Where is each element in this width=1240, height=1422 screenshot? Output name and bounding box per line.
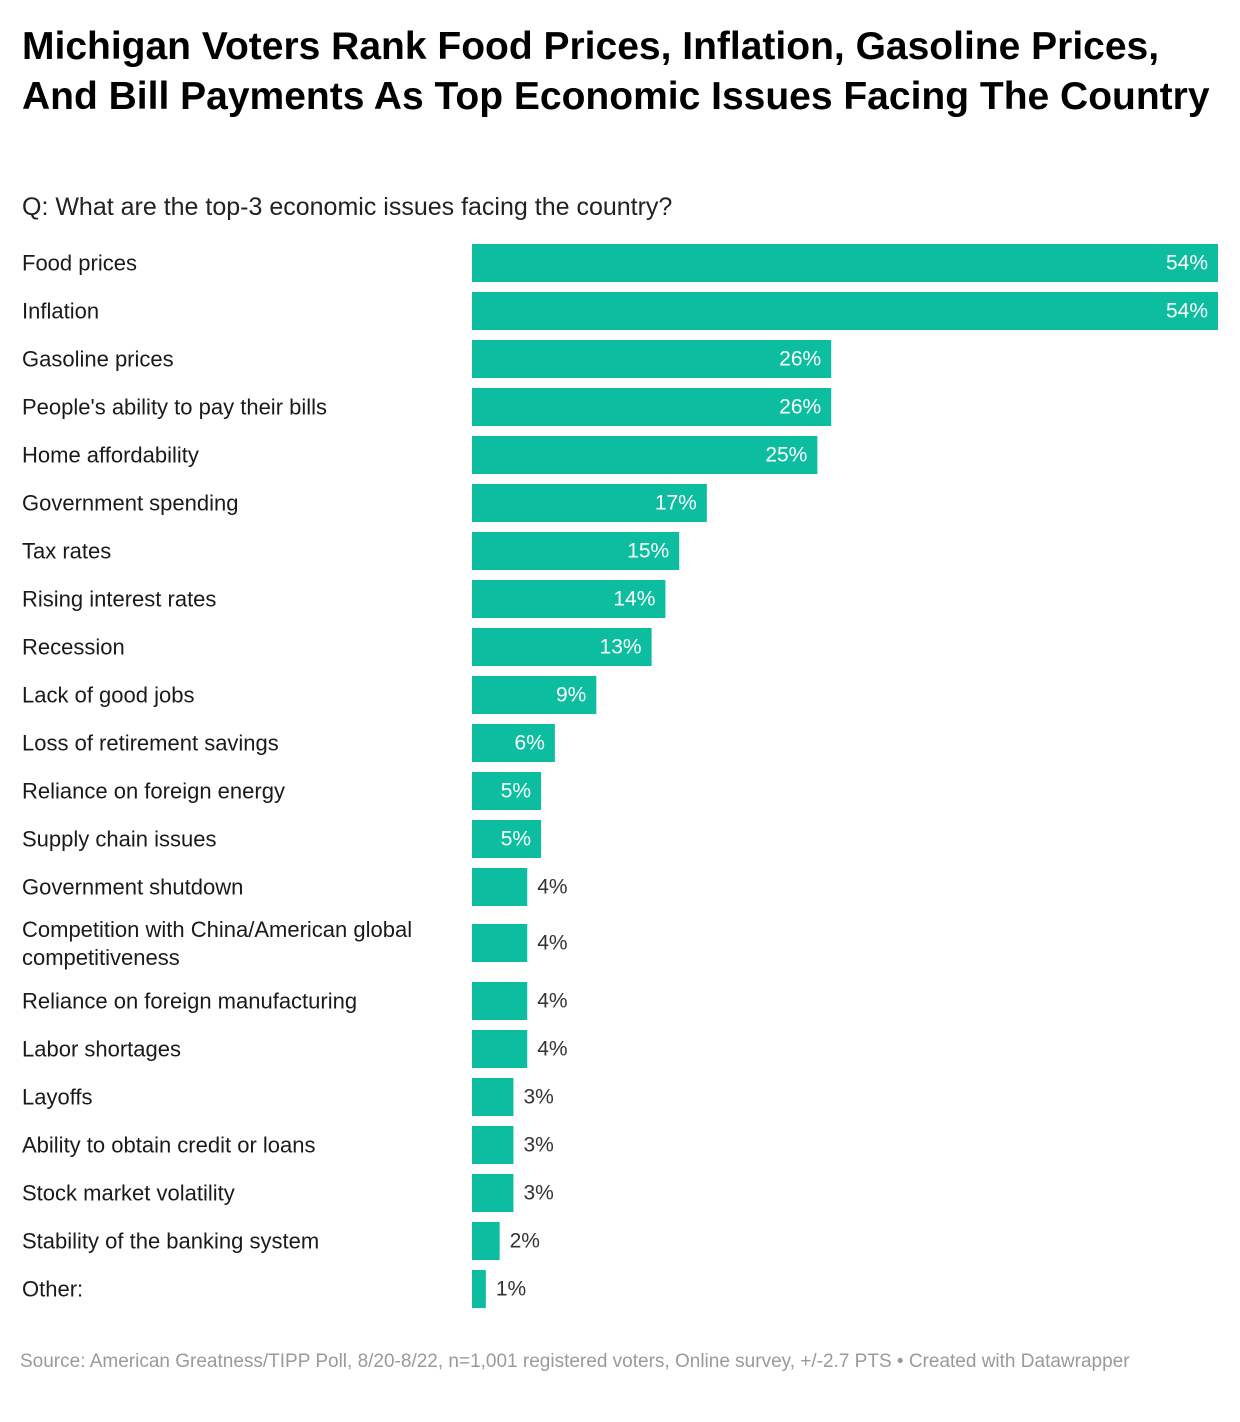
bar-row: Rising interest rates 14% bbox=[22, 580, 666, 618]
bar bbox=[472, 436, 818, 474]
value-label: 15% bbox=[627, 540, 669, 563]
bar-row: Layoffs 3% bbox=[22, 1078, 554, 1116]
bar bbox=[472, 1078, 514, 1116]
bar-row: Ability to obtain credit or loans 3% bbox=[22, 1126, 554, 1164]
bar bbox=[472, 292, 1218, 330]
bar bbox=[472, 532, 680, 570]
chart-title: Michigan Voters Rank Food Prices, Inflat… bbox=[22, 25, 1210, 118]
value-label: 5% bbox=[501, 828, 531, 851]
bar bbox=[472, 1174, 514, 1212]
bar bbox=[472, 1270, 486, 1308]
value-label: 26% bbox=[779, 348, 821, 371]
bar bbox=[472, 820, 542, 858]
bar bbox=[472, 484, 707, 522]
value-label: 5% bbox=[501, 780, 531, 803]
bar bbox=[472, 924, 528, 962]
bar-row: Food prices 54% bbox=[22, 244, 1218, 282]
bar-row: Government shutdown 4% bbox=[22, 868, 568, 906]
bar bbox=[472, 676, 597, 714]
value-label: 3% bbox=[523, 1182, 553, 1205]
category-label: Home affordability bbox=[22, 443, 199, 468]
value-label: 2% bbox=[510, 1230, 540, 1253]
bar-row: Gasoline prices 26% bbox=[22, 340, 832, 378]
bar-row: Stability of the banking system 2% bbox=[22, 1222, 540, 1260]
category-label: Gasoline prices bbox=[22, 347, 174, 372]
value-label: 25% bbox=[765, 444, 807, 467]
bar-row: Reliance on foreign energy 5% bbox=[22, 772, 542, 810]
category-label: Tax rates bbox=[22, 539, 111, 564]
bar-row: Labor shortages 4% bbox=[22, 1030, 568, 1068]
bar bbox=[472, 868, 528, 906]
value-label: 9% bbox=[556, 684, 586, 707]
value-label: 6% bbox=[515, 732, 545, 755]
value-label: 4% bbox=[537, 876, 567, 899]
value-label: 3% bbox=[523, 1134, 553, 1157]
source-footer: Source: American Greatness/TIPP Poll, 8/… bbox=[20, 1351, 1130, 1372]
value-label: 1% bbox=[496, 1278, 526, 1301]
bar-row: Competition with China/American global co… bbox=[22, 917, 568, 970]
value-label: 26% bbox=[779, 396, 821, 419]
bar-row: Loss of retirement savings 6% bbox=[22, 724, 555, 762]
category-label: Supply chain issues bbox=[22, 827, 216, 852]
category-label: Lack of good jobs bbox=[22, 683, 194, 708]
category-label: Loss of retirement savings bbox=[22, 731, 279, 756]
bar-row: Recession 13% bbox=[22, 628, 652, 666]
bar-row: Government spending 17% bbox=[22, 484, 707, 522]
bar bbox=[472, 340, 832, 378]
value-label: 3% bbox=[523, 1086, 553, 1109]
category-label: Competition with China/American global co… bbox=[22, 917, 412, 970]
category-label: People's ability to pay their bills bbox=[22, 395, 327, 420]
bar-row: Inflation 54% bbox=[22, 292, 1218, 330]
category-label: Reliance on foreign energy bbox=[22, 779, 285, 804]
bar-row: Lack of good jobs 9% bbox=[22, 676, 597, 714]
category-label: Inflation bbox=[22, 299, 99, 324]
bar-row: People's ability to pay their bills 26% bbox=[22, 388, 832, 426]
category-label: Food prices bbox=[22, 251, 137, 276]
chart-subtitle: Q: What are the top-3 economic issues fa… bbox=[22, 193, 673, 221]
bar bbox=[472, 388, 832, 426]
category-label: Stability of the banking system bbox=[22, 1229, 319, 1254]
bar-row: Tax rates 15% bbox=[22, 532, 680, 570]
bar bbox=[472, 772, 542, 810]
bar bbox=[472, 1126, 514, 1164]
bar bbox=[472, 1030, 528, 1068]
value-label: 13% bbox=[600, 636, 642, 659]
bar bbox=[472, 1222, 500, 1260]
category-label: Government shutdown bbox=[22, 875, 243, 900]
category-label: Ability to obtain credit or loans bbox=[22, 1133, 316, 1158]
value-label: 4% bbox=[537, 990, 567, 1013]
bar bbox=[472, 244, 1218, 282]
value-label: 54% bbox=[1166, 252, 1208, 275]
bar-row: Home affordability 25% bbox=[22, 436, 818, 474]
value-label: 17% bbox=[655, 492, 697, 515]
bar-row: Supply chain issues 5% bbox=[22, 820, 542, 858]
bar bbox=[472, 628, 652, 666]
bar-row: Reliance on foreign manufacturing 4% bbox=[22, 982, 568, 1020]
category-label: Rising interest rates bbox=[22, 587, 216, 612]
category-label: Other: bbox=[22, 1277, 83, 1302]
bar bbox=[472, 982, 528, 1020]
value-label: 4% bbox=[537, 1038, 567, 1061]
value-label: 14% bbox=[613, 588, 655, 611]
bar bbox=[472, 580, 666, 618]
value-label: 54% bbox=[1166, 300, 1208, 323]
category-label-line: Competition with China/American global bbox=[22, 917, 412, 942]
bar bbox=[472, 724, 555, 762]
value-label: 4% bbox=[537, 932, 567, 955]
category-label: Labor shortages bbox=[22, 1037, 181, 1062]
category-label: Layoffs bbox=[22, 1085, 93, 1110]
bar-row: Other: 1% bbox=[22, 1270, 526, 1308]
category-label: Reliance on foreign manufacturing bbox=[22, 989, 357, 1014]
category-label: Stock market volatility bbox=[22, 1181, 235, 1206]
category-label: Government spending bbox=[22, 491, 238, 516]
bar-row: Stock market volatility 3% bbox=[22, 1174, 554, 1212]
category-label: Recession bbox=[22, 635, 125, 660]
category-label-line: competitiveness bbox=[22, 945, 180, 970]
